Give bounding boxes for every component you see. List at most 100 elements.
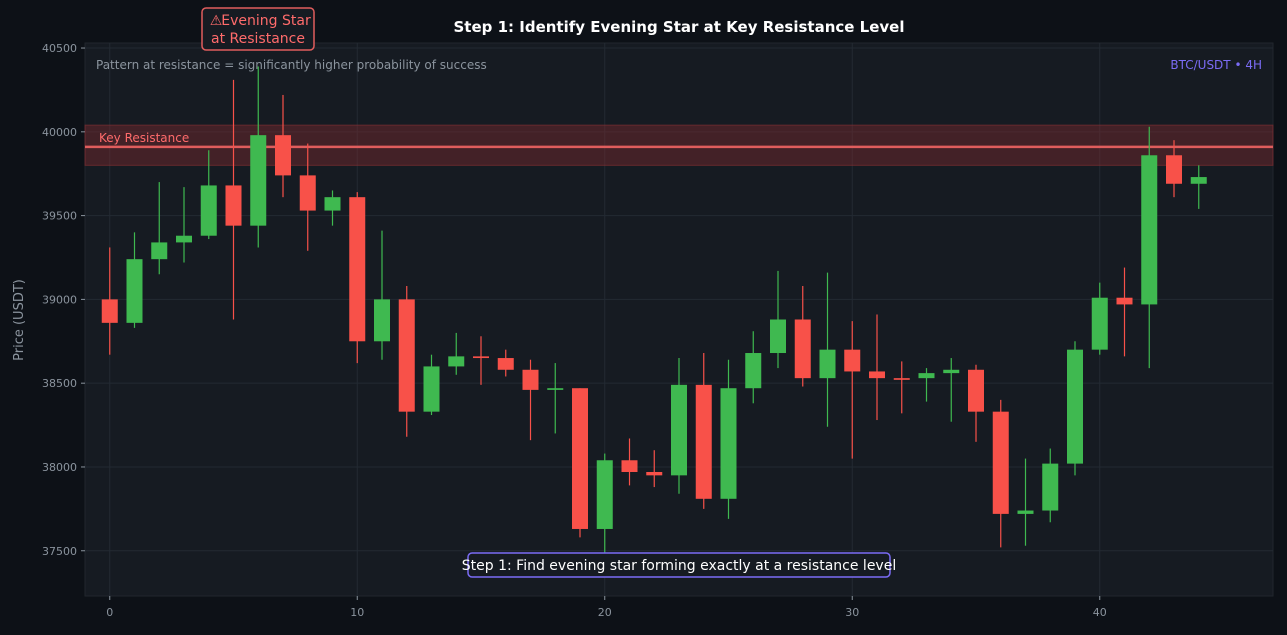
bullish-candle bbox=[1067, 341, 1083, 476]
bearish-candle bbox=[844, 321, 861, 459]
candle-body bbox=[992, 411, 1009, 514]
candle-body bbox=[1017, 510, 1034, 514]
candle-body bbox=[423, 366, 440, 412]
x-tick-label: 0 bbox=[106, 606, 113, 619]
bullish-candle bbox=[151, 182, 168, 275]
candle-body bbox=[968, 369, 984, 412]
candle-body bbox=[720, 388, 737, 499]
candle-body bbox=[621, 460, 638, 472]
pair-timeframe-label: BTC/USDT • 4H bbox=[1170, 58, 1262, 72]
bullish-candle bbox=[720, 359, 737, 519]
candle-body bbox=[844, 349, 861, 372]
bullish-candle bbox=[671, 358, 687, 494]
candle-body bbox=[745, 353, 762, 389]
x-tick-label: 10 bbox=[350, 606, 364, 619]
candle-body bbox=[522, 369, 539, 390]
callout-line-1: Evening Star bbox=[221, 13, 311, 29]
bullish-candle bbox=[770, 270, 786, 369]
bullish-candle bbox=[324, 190, 341, 226]
chart-title: Step 1: Identify Evening Star at Key Res… bbox=[454, 18, 905, 36]
candle-body bbox=[324, 197, 341, 211]
candle-body bbox=[695, 384, 712, 499]
candle-body bbox=[200, 185, 217, 236]
bullish-candle bbox=[448, 332, 465, 375]
bearish-candle bbox=[299, 143, 316, 251]
bullish-candle bbox=[1017, 458, 1034, 546]
y-tick-label: 37500 bbox=[42, 545, 77, 558]
candle-body bbox=[374, 299, 390, 342]
candles bbox=[101, 66, 1207, 553]
x-tick-label: 40 bbox=[1093, 606, 1107, 619]
resistance-label: Key Resistance bbox=[99, 131, 189, 145]
bullish-candle bbox=[1141, 126, 1158, 369]
bullish-candle bbox=[374, 230, 390, 360]
bullish-candle bbox=[1190, 165, 1207, 209]
candle-body bbox=[349, 197, 366, 342]
candle-body bbox=[101, 299, 118, 323]
footer-note-text: Step 1: Find evening star forming exactl… bbox=[462, 558, 896, 574]
candle-body bbox=[547, 388, 564, 390]
bearish-candle bbox=[349, 192, 366, 364]
bearish-candle bbox=[101, 247, 118, 355]
x-tick-label: 30 bbox=[845, 606, 859, 619]
bearish-candle bbox=[621, 438, 638, 486]
y-axis-label: Price (USDT) bbox=[12, 279, 27, 361]
candle-body bbox=[596, 460, 613, 529]
candle-body bbox=[225, 185, 242, 226]
bearish-candle bbox=[522, 359, 539, 441]
candle-body bbox=[572, 388, 588, 529]
bearish-candle bbox=[225, 79, 242, 320]
bullish-candle bbox=[819, 272, 836, 427]
bearish-candle bbox=[1116, 267, 1133, 357]
candle-body bbox=[918, 373, 935, 379]
candle-body bbox=[1042, 463, 1059, 511]
bearish-candle bbox=[473, 336, 489, 385]
bearish-candle bbox=[497, 349, 514, 377]
bullish-candle bbox=[745, 331, 762, 404]
footer-note: Step 1: Find evening star forming exactl… bbox=[462, 552, 896, 578]
evening-star-callout: ⚠ Evening Star at Resistance bbox=[201, 7, 315, 51]
candle-body bbox=[1166, 155, 1182, 184]
bullish-candle bbox=[200, 150, 217, 240]
y-tick-label: 40000 bbox=[42, 126, 77, 139]
candle-body bbox=[250, 135, 267, 226]
bullish-candle bbox=[1091, 282, 1108, 355]
candle-body bbox=[770, 319, 786, 354]
y-tick-label: 38500 bbox=[42, 377, 77, 390]
bearish-candle bbox=[869, 314, 885, 421]
bearish-candle bbox=[398, 285, 415, 437]
callout-line-2: at Resistance bbox=[211, 31, 305, 47]
candle-body bbox=[1116, 297, 1133, 305]
candle-body bbox=[176, 235, 192, 243]
bullish-candle bbox=[547, 363, 564, 434]
bullish-candle bbox=[423, 354, 440, 416]
warning-icon: ⚠ bbox=[210, 13, 223, 29]
chart-subtitle: Pattern at resistance = significantly hi… bbox=[96, 58, 487, 72]
candle-body bbox=[1067, 349, 1083, 464]
candle-body bbox=[126, 259, 143, 323]
candle-body bbox=[893, 378, 910, 380]
bearish-candle bbox=[695, 353, 712, 509]
candle-body bbox=[1141, 155, 1158, 305]
bearish-candle bbox=[275, 94, 291, 198]
y-tick-label: 40500 bbox=[42, 42, 77, 55]
y-tick-label: 39000 bbox=[42, 293, 77, 306]
bearish-candle bbox=[992, 399, 1009, 548]
bearish-candle bbox=[572, 388, 588, 538]
candle-body bbox=[646, 471, 663, 476]
candle-body bbox=[869, 371, 885, 379]
bullish-candle bbox=[176, 187, 192, 263]
candle-body bbox=[671, 384, 687, 476]
candle-body bbox=[497, 358, 514, 370]
y-tick-label: 38000 bbox=[42, 461, 77, 474]
bullish-candle bbox=[596, 453, 613, 553]
bearish-candle bbox=[646, 450, 663, 488]
bearish-candle bbox=[794, 285, 811, 387]
candle-body bbox=[1190, 177, 1207, 184]
candle-body bbox=[151, 242, 168, 260]
candle-body bbox=[943, 369, 960, 374]
callout-box bbox=[201, 7, 315, 51]
bullish-candle bbox=[1042, 448, 1059, 523]
